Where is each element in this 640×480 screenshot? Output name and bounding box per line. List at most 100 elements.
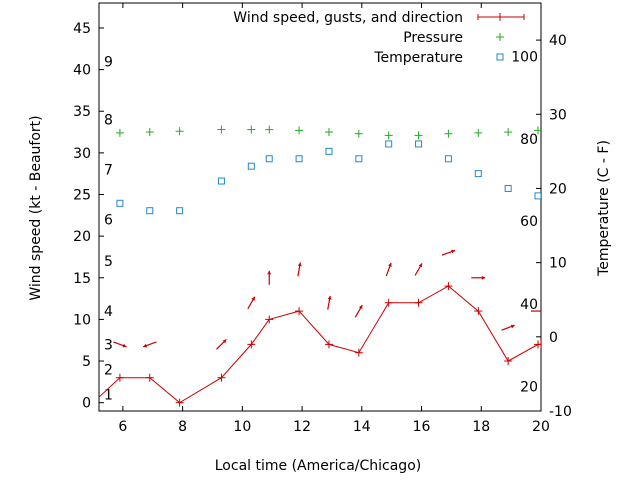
- beaufort-label: 6: [104, 212, 113, 228]
- pressure-point: [265, 125, 274, 134]
- wind-speed-point: [145, 373, 154, 382]
- pressure-point: [504, 128, 513, 137]
- y-axis-label-right: Temperature (C - F): [596, 140, 612, 277]
- y-tick-label-right: 0: [549, 330, 558, 346]
- x-axis-label: Local time (America/Chicago): [215, 458, 421, 474]
- legend-entry-swatch: [496, 53, 504, 61]
- pressure-point: [175, 127, 184, 136]
- wind-speed-point: [537, 340, 541, 349]
- x-tick-label: 6: [118, 419, 127, 435]
- wind-direction-arrow: [247, 296, 256, 310]
- temperature-point: [295, 155, 303, 163]
- pressure-point: [247, 125, 256, 134]
- y-tick-label-right: 40: [549, 33, 567, 49]
- pressure-point: [217, 125, 226, 134]
- wind-direction-arrow: [267, 270, 272, 285]
- y-tick-label-left: 35: [73, 104, 91, 120]
- y-tick-label-left: 30: [73, 146, 91, 162]
- pressure-point: [444, 129, 453, 138]
- y-tick-label-left: 40: [73, 63, 91, 79]
- pressure-point: [354, 129, 363, 138]
- x-tick-label: 14: [353, 419, 371, 435]
- wind-direction-arrow: [385, 262, 392, 277]
- wind-speed-point: [295, 307, 304, 316]
- y-tick-label-right: 10: [549, 256, 567, 272]
- beaufort-label: 9: [104, 54, 113, 70]
- temperature-point: [504, 184, 512, 192]
- y-tick-label-left: 45: [73, 21, 91, 37]
- temperature-point: [534, 192, 541, 200]
- temperature-point: [146, 207, 154, 215]
- wind-speed-point: [384, 298, 393, 307]
- y-tick-label-right: 20: [549, 181, 567, 197]
- fahrenheit-label: 60: [520, 214, 538, 230]
- wind-speed-point: [354, 348, 363, 357]
- beaufort-label: 8: [104, 113, 113, 129]
- x-tick-label: 8: [178, 419, 187, 435]
- y-tick-label-right: -10: [549, 404, 572, 420]
- fahrenheit-label: 100: [511, 49, 538, 65]
- wind-speed-point: [217, 373, 226, 382]
- fahrenheit-label: 40: [520, 297, 538, 313]
- wind-speed-point: [504, 357, 513, 366]
- legend-entry-label: Pressure: [403, 30, 463, 46]
- wind-speed-point: [324, 340, 333, 349]
- axes-layer: [98, 2, 542, 412]
- pressure-point: [295, 126, 304, 135]
- legend-entry-swatch: [496, 33, 504, 41]
- x-tick-label: 12: [293, 419, 311, 435]
- wind-direction-arrow: [113, 341, 127, 348]
- pressure-point: [115, 128, 124, 137]
- temperature-point: [355, 155, 363, 163]
- wind-speed-point: [265, 315, 274, 324]
- wind-speed-point: [115, 373, 124, 382]
- pressure-point: [145, 128, 154, 137]
- beaufort-label: 5: [104, 254, 113, 270]
- pressure-point: [414, 131, 423, 140]
- wind-direction-arrow: [327, 295, 332, 310]
- x-tick-label: 20: [532, 419, 550, 435]
- x-tick-label: 18: [472, 419, 490, 435]
- wind-speed-point: [444, 282, 453, 291]
- y-tick-label-left: 5: [82, 354, 91, 370]
- wind-direction-arrow: [142, 341, 157, 348]
- wind-direction-arrow: [216, 339, 227, 350]
- fahrenheit-label: 20: [520, 380, 538, 396]
- y-tick-label-left: 15: [73, 271, 91, 287]
- wind-direction-arrow: [354, 304, 363, 318]
- wind-speed-point: [414, 298, 423, 307]
- temperature-point: [247, 162, 255, 170]
- pressure-point: [324, 128, 333, 137]
- temperature-point: [474, 170, 482, 178]
- legend-entry-swatch: [477, 13, 525, 21]
- wind-speed-point: [175, 398, 184, 407]
- temperature-point: [176, 207, 184, 215]
- temperature-point: [385, 140, 393, 148]
- legend: Wind speed, gusts, and direction Pressure…: [233, 10, 525, 66]
- beaufort-label: 2: [104, 362, 113, 378]
- temperature-point: [217, 177, 225, 185]
- y-axis-label-left: Wind speed (kt - Beaufort): [28, 115, 44, 300]
- wind-speed-point: [474, 307, 483, 316]
- beaufort-label: 4: [104, 304, 113, 320]
- beaufort-label: 3: [104, 337, 113, 353]
- pressure-point: [534, 126, 541, 135]
- temperature-point: [444, 155, 452, 163]
- pressure-point: [474, 128, 483, 137]
- beaufort-label: 1: [104, 387, 113, 403]
- fahrenheit-label: 80: [520, 132, 538, 148]
- wind-direction-arrow: [441, 249, 456, 256]
- tick-labels: 6 8 10 12 14 16 18 20051015202530354045-1001020…: [73, 21, 572, 435]
- temperature-point: [116, 199, 124, 207]
- series-clip-group: [99, 125, 541, 407]
- y-tick-label-left: 25: [73, 188, 91, 204]
- temperature-point: [265, 155, 273, 163]
- legend-entry-label: Temperature: [373, 50, 463, 66]
- y-tick-label-left: 20: [73, 229, 91, 245]
- wind-direction-arrow: [501, 324, 515, 331]
- y-tick-label-left: 10: [73, 312, 91, 328]
- wind-direction-arrow: [414, 263, 423, 276]
- temperature-point: [415, 140, 423, 148]
- wind-speed-line: [99, 285, 541, 404]
